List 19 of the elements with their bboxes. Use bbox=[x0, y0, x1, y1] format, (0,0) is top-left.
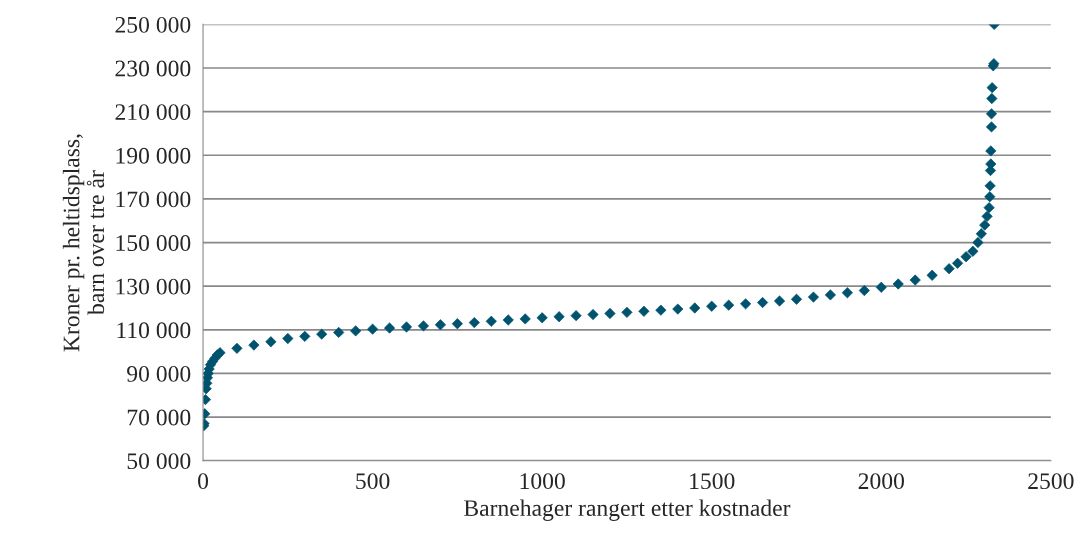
x-tick-label: 1500 bbox=[690, 473, 735, 490]
x-tick-label: 500 bbox=[356, 473, 390, 490]
x-tick-label: 0 bbox=[198, 473, 209, 490]
y-tick-label: 110 000 bbox=[117, 322, 191, 339]
y-tick-label: 50 000 bbox=[127, 453, 191, 470]
x-axis-title: Barnehager rangert etter kostnader bbox=[464, 499, 791, 521]
x-tick-label: 2500 bbox=[1028, 473, 1074, 490]
y-tick-label: 130 000 bbox=[116, 278, 191, 295]
y-tick-label: 230 000 bbox=[115, 60, 191, 77]
x-tick-label: 2000 bbox=[858, 473, 904, 490]
y-tick-label: 210 000 bbox=[115, 104, 191, 121]
y-tick-label: 250 000 bbox=[115, 16, 191, 33]
y-tick-label: 90 000 bbox=[127, 365, 191, 382]
y-tick-label: 170 000 bbox=[116, 191, 191, 208]
y-axis-title: Kroner pr. heltidsplass, barn over tre år bbox=[62, 134, 105, 352]
x-tick-label: 1000 bbox=[520, 473, 565, 490]
y-tick-label: 70 000 bbox=[127, 409, 191, 426]
y-tick-label: 150 000 bbox=[116, 235, 191, 251]
y-tick-label: 190 000 bbox=[116, 147, 191, 164]
